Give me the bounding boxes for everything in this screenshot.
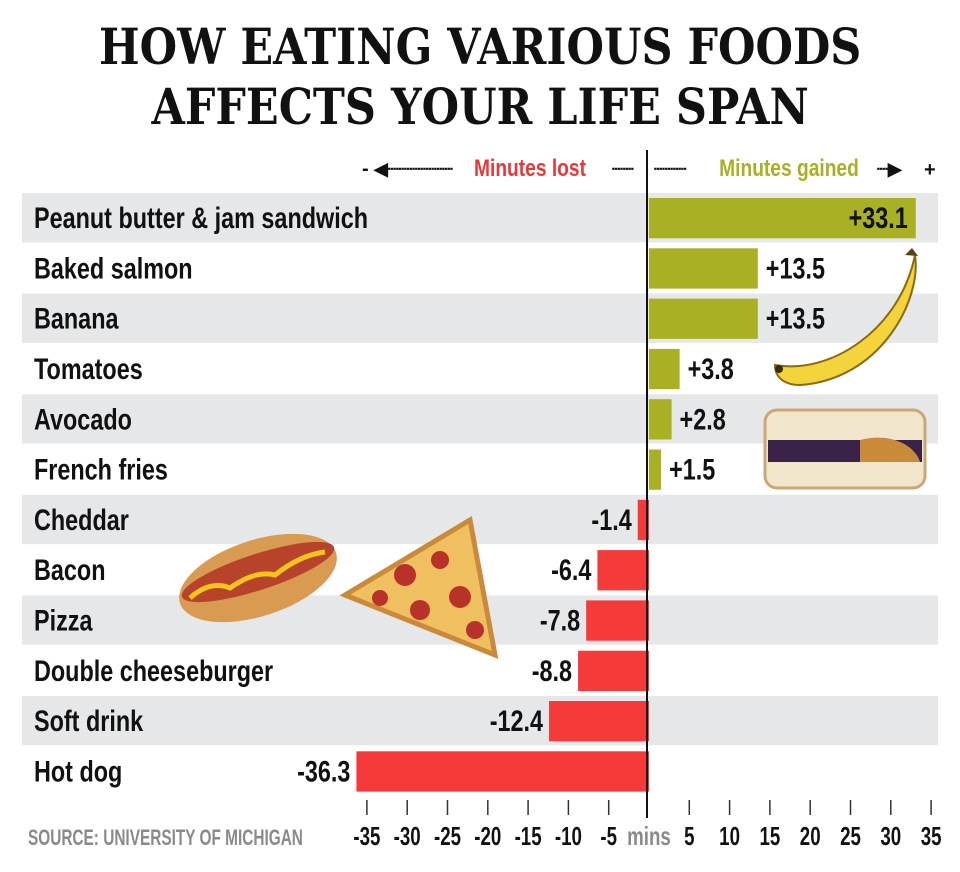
title-line-1: HOW EATING VARIOUS FOODS xyxy=(98,17,862,76)
data-label: +33.1 xyxy=(849,201,908,234)
x-tick-label: 10 xyxy=(719,821,740,851)
category-label: French fries xyxy=(34,453,168,486)
bar xyxy=(549,701,649,742)
category-label: Peanut butter & jam sandwich xyxy=(34,201,368,234)
bar xyxy=(649,348,680,390)
x-tick-label: -35 xyxy=(353,821,380,851)
x-tick-label: 5 xyxy=(684,821,694,851)
bar xyxy=(649,248,758,289)
legend-lost-arrow: ◀┈┈┈┈┈┈ xyxy=(373,159,453,179)
axis-unit-label: mins xyxy=(627,821,671,851)
category-label: Soft drink xyxy=(34,704,143,737)
category-label: Cheddar xyxy=(34,503,129,536)
data-label: +13.5 xyxy=(766,302,825,335)
x-tick-label: -10 xyxy=(555,821,582,851)
category-label: Avocado xyxy=(34,403,132,436)
x-tick-label: 30 xyxy=(880,821,901,851)
legend-gained: Minutes gained xyxy=(719,154,859,182)
bar xyxy=(649,449,662,490)
bar xyxy=(649,399,672,440)
row-stripe xyxy=(22,293,938,343)
banana-image xyxy=(773,248,918,387)
category-label: Double cheeseburger xyxy=(34,654,274,687)
bar xyxy=(637,499,649,541)
bar xyxy=(649,298,758,339)
category-label: Banana xyxy=(34,302,119,335)
x-tick-label: 35 xyxy=(921,821,942,851)
data-label: -7.8 xyxy=(540,604,580,637)
hot-dog-image xyxy=(179,533,337,623)
legend-dots: ┈┈ xyxy=(612,159,634,179)
title-line-2: AFFECTS YOUR LIFE SPAN xyxy=(151,77,809,136)
category-label: Hot dog xyxy=(34,755,122,788)
category-label: Tomatoes xyxy=(34,352,143,385)
x-tick-label: 15 xyxy=(759,821,780,851)
category-label: Baked salmon xyxy=(34,252,193,285)
sandwich-image xyxy=(763,408,927,490)
bar xyxy=(356,751,649,792)
legend-dots-right: ┈┈┈ xyxy=(654,159,687,179)
data-label: +2.8 xyxy=(680,403,726,436)
legend-gained-arrow: ┈▶ xyxy=(877,159,903,179)
bar xyxy=(578,650,649,691)
legend-minus: - xyxy=(362,158,369,180)
data-label: +3.8 xyxy=(688,352,734,385)
x-tick-label: -5 xyxy=(600,821,617,851)
data-label: -6.4 xyxy=(551,553,591,586)
bar xyxy=(597,550,649,591)
data-label: -36.3 xyxy=(297,755,350,788)
row-stripe xyxy=(22,696,938,746)
x-tick-label: -15 xyxy=(515,821,542,851)
x-tick-label: 20 xyxy=(800,821,821,851)
category-label: Bacon xyxy=(34,553,105,586)
data-label: -12.4 xyxy=(490,704,543,737)
data-label: -1.4 xyxy=(591,503,631,536)
x-tick-label: -20 xyxy=(474,821,501,851)
category-label: Pizza xyxy=(34,604,93,637)
pizza-image xyxy=(339,516,499,660)
x-tick-label: -25 xyxy=(434,821,461,851)
legend-plus: + xyxy=(924,159,936,181)
data-label: -8.8 xyxy=(532,654,572,687)
data-label: +13.5 xyxy=(766,252,825,285)
source-note: SOURCE: UNIVERSITY OF MICHIGAN xyxy=(28,826,303,850)
x-tick-label: -30 xyxy=(394,821,421,851)
legend-lost: Minutes lost xyxy=(474,154,586,182)
bar xyxy=(586,600,649,641)
bar xyxy=(649,198,916,239)
row-stripe xyxy=(22,494,938,545)
x-tick-label: 25 xyxy=(840,821,861,851)
data-label: +1.5 xyxy=(669,453,715,486)
